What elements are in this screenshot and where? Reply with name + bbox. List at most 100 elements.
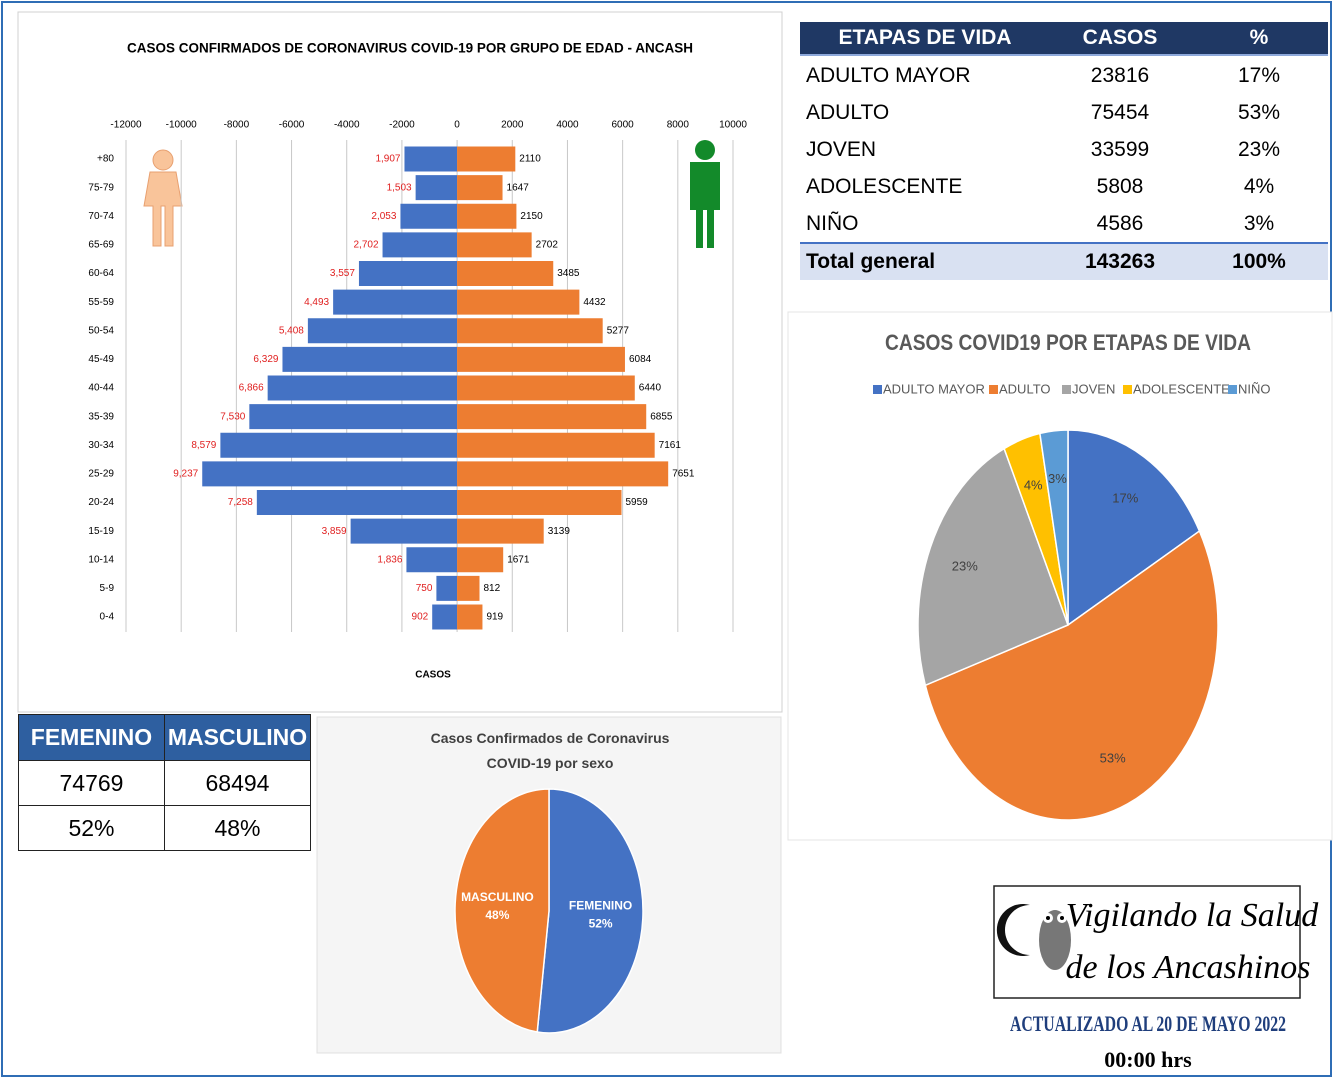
bar: [457, 261, 553, 286]
update-time: 00:00 hrs: [1104, 1047, 1192, 1072]
y-tick-label: 25-29: [88, 469, 114, 480]
data-label: 1647: [507, 182, 530, 193]
bar: [404, 147, 457, 172]
bar: [457, 347, 625, 372]
table-header: %: [1190, 22, 1328, 56]
y-tick-label: 65-69: [88, 240, 114, 251]
bar: [457, 232, 532, 257]
x-tick-label: -2000: [389, 120, 415, 131]
legend-swatch: [1062, 385, 1071, 394]
data-label: 17%: [1112, 491, 1138, 506]
data-label: 1,907: [375, 154, 400, 165]
x-tick-label: -12000: [110, 120, 142, 131]
legend-swatch: [1228, 385, 1237, 394]
y-tick-label: 30-34: [88, 440, 114, 451]
x-tick-label: 6000: [612, 120, 635, 131]
bar: [257, 490, 457, 515]
table-header: CASOS: [1050, 22, 1190, 56]
legend-label: ADOLESCENTE: [1133, 381, 1230, 396]
y-tick-label: 45-49: [88, 354, 114, 365]
table-cell: NIÑO: [800, 205, 1050, 242]
data-label: 919: [486, 612, 503, 623]
bar: [457, 204, 516, 229]
table-total: 100%: [1190, 242, 1328, 280]
data-label: 3139: [548, 526, 571, 537]
y-tick-label: 50-54: [88, 325, 114, 336]
bar: [457, 547, 503, 572]
table-cell: 33599: [1050, 131, 1190, 168]
y-tick-label: +80: [97, 154, 114, 165]
table-cell: JOVEN: [800, 131, 1050, 168]
legend-label: JOVEN: [1072, 381, 1115, 396]
data-label: 6855: [650, 411, 673, 422]
data-label: 750: [416, 583, 433, 594]
data-label: 7161: [659, 440, 682, 451]
data-label: 5277: [607, 325, 630, 336]
bar: [249, 404, 457, 429]
data-label: 6084: [629, 354, 652, 365]
dashboard: Vigilando la Salud de los Ancashinos ACT…: [0, 0, 1333, 1078]
data-label: 2110: [519, 154, 541, 165]
x-tick-label: 10000: [719, 120, 747, 131]
table-cell: 5808: [1050, 168, 1190, 205]
title-text: Casos Confirmados de Coronavirus COVID-1…: [410, 726, 690, 776]
legend-label: ADULTO MAYOR: [883, 381, 985, 396]
data-label: 3,859: [322, 526, 347, 537]
data-label: 4,493: [304, 297, 329, 308]
table-cell: 4%: [1190, 168, 1328, 205]
y-tick-label: 5-9: [100, 583, 115, 594]
logo-line: Vigilando la Salud: [1066, 897, 1319, 934]
table-header: ETAPAS DE VIDA: [800, 22, 1050, 56]
legend-swatch: [873, 385, 882, 394]
bar: [457, 290, 579, 315]
y-tick-label: 60-64: [88, 268, 114, 279]
table-cell: ADOLESCENTE: [800, 168, 1050, 205]
y-tick-label: 75-79: [88, 182, 114, 193]
bar: [457, 404, 646, 429]
data-label: 7,530: [220, 411, 245, 422]
x-tick-label: 0: [454, 120, 460, 131]
y-tick-label: 70-74: [88, 211, 114, 222]
bar: [457, 461, 668, 486]
data-label: 2702: [536, 240, 559, 251]
data-label: 1,836: [377, 554, 402, 565]
bar: [432, 605, 457, 630]
y-tick-label: 20-24: [88, 497, 114, 508]
bar: [359, 261, 457, 286]
x-tick-label: 8000: [667, 120, 690, 131]
slice-name: MASCULINO: [461, 890, 534, 904]
table-cell: 53%: [1190, 94, 1328, 131]
bar: [457, 318, 603, 343]
table-cell: 52%: [18, 805, 165, 851]
bar: [268, 376, 457, 401]
chart-title: CASOS CONFIRMADOS DE CORONAVIRUS COVID-1…: [127, 40, 693, 56]
legend-swatch: [989, 385, 998, 394]
bar: [333, 290, 457, 315]
bar: [457, 490, 621, 515]
table-cell: 17%: [1190, 57, 1328, 94]
bar: [400, 204, 457, 229]
data-label: 48%: [485, 908, 509, 922]
x-tick-label: 2000: [501, 120, 524, 131]
bar: [457, 576, 479, 601]
logo-line: de los Ancashinos: [1066, 949, 1311, 986]
y-tick-label: 35-39: [88, 411, 114, 422]
bar: [416, 175, 457, 200]
data-label: 5,408: [279, 325, 304, 336]
update-date: ACTUALIZADO AL 20 DE MAYO 2022: [1010, 1011, 1286, 1036]
data-label: 4%: [1024, 477, 1043, 492]
data-label: 2,702: [354, 240, 379, 251]
bar: [457, 175, 502, 200]
table-cell: ADULTO: [800, 94, 1050, 131]
data-label: 2150: [520, 211, 543, 222]
data-label: 8,579: [191, 440, 216, 451]
chart-title: CASOS COVID19 POR ETAPAS DE VIDA: [885, 330, 1251, 355]
data-label: 6440: [639, 383, 662, 394]
data-label: 4432: [583, 297, 606, 308]
data-label: 2,053: [371, 211, 396, 222]
data-label: 9,237: [173, 469, 198, 480]
table-cell: 23816: [1050, 57, 1190, 94]
table-cell: ADULTO MAYOR: [800, 57, 1050, 94]
x-tick-label: -8000: [224, 120, 250, 131]
bar: [457, 376, 635, 401]
